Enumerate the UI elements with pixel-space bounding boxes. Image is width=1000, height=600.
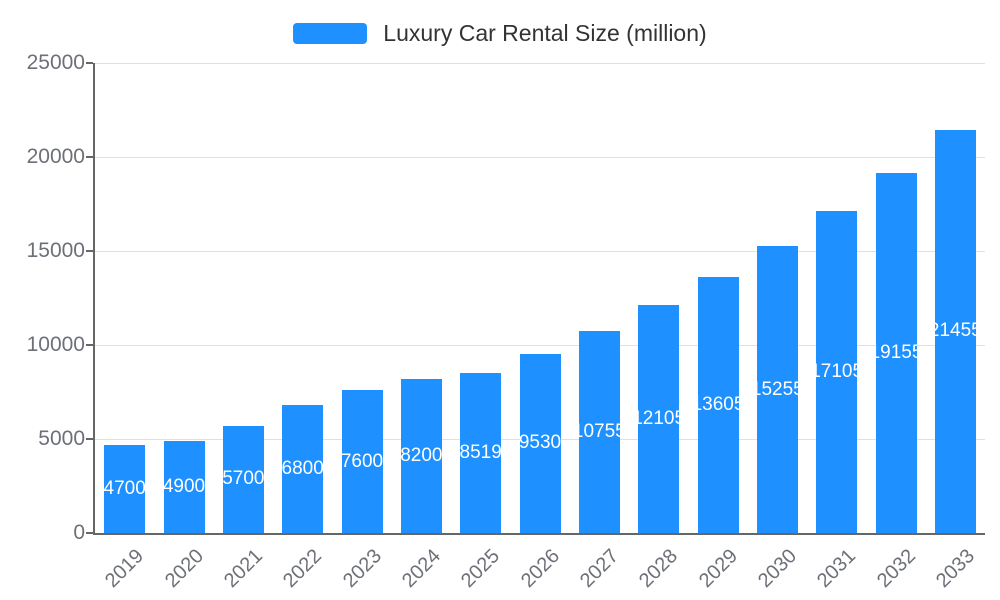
x-axis-tick-label-2025: 2025 [457, 545, 505, 593]
bar-2023[interactable]: 7600 [341, 390, 383, 533]
bar-value-label: 8200 [400, 444, 442, 466]
bar-value-label: 4900 [163, 475, 205, 497]
bar-2033[interactable]: 21455 [934, 129, 976, 533]
y-axis-tick-label: 15000 [26, 239, 85, 262]
chart-legend[interactable]: Luxury Car Rental Size (million) [0, 20, 1000, 47]
bar-2026[interactable]: 9530 [519, 353, 561, 533]
bar-value-label: 17105 [816, 361, 857, 383]
bar-value-label: 4700 [104, 477, 146, 499]
y-axis-tick-label: 20000 [26, 145, 85, 168]
bar-2025[interactable]: 8519 [460, 372, 502, 533]
plot-area: 4700 4900 5700 6800 7600 8200 8519 9530 10755 121… [93, 63, 985, 535]
gridline [95, 345, 985, 346]
bar-value-label: 9530 [519, 432, 561, 454]
bar-value-label: 6800 [282, 458, 324, 480]
bar-value-label: 10755 [579, 420, 620, 442]
x-axis-tick-label-2030: 2030 [753, 545, 801, 593]
bar-2032[interactable]: 19155 [875, 172, 917, 533]
x-axis-tick-label-2033: 2033 [931, 545, 979, 593]
y-axis-tick [86, 250, 93, 252]
bar-2024[interactable]: 8200 [400, 378, 442, 533]
gridline [95, 63, 985, 64]
x-axis-tick-label-2023: 2023 [338, 545, 386, 593]
gridline [95, 251, 985, 252]
bar-2021[interactable]: 5700 [222, 425, 264, 533]
x-axis-line [93, 533, 985, 535]
x-axis-tick-label-2026: 2026 [516, 545, 564, 593]
bar-value-label: 12105 [638, 408, 679, 430]
x-axis-tick-label-2024: 2024 [397, 545, 445, 593]
bar-2027[interactable]: 10755 [578, 330, 620, 533]
x-axis-tick-label-2019: 2019 [101, 545, 149, 593]
bar-2020[interactable]: 4900 [163, 440, 205, 533]
x-axis-tick-label-2021: 2021 [219, 545, 267, 593]
bar-2028[interactable]: 12105 [638, 305, 680, 533]
x-axis-tick-label-2028: 2028 [635, 545, 683, 593]
y-axis-tick [86, 156, 93, 158]
x-axis-tick-label-2031: 2031 [813, 545, 861, 593]
y-axis-tick-label: 25000 [26, 51, 85, 74]
bar-value-label: 15255 [757, 378, 798, 400]
y-axis-line [93, 63, 95, 535]
y-axis-tick [86, 532, 93, 534]
bar-2019[interactable]: 4700 [104, 444, 146, 533]
gridline [95, 157, 985, 158]
y-axis-tick [86, 344, 93, 346]
x-axis-tick-label-2020: 2020 [160, 545, 208, 593]
y-axis-tick [86, 62, 93, 64]
bar-value-label: 19155 [876, 341, 917, 363]
legend-swatch-icon [293, 23, 368, 44]
bar-value-label: 8519 [460, 441, 502, 463]
x-axis-tick-label-2032: 2032 [872, 545, 920, 593]
bar-2029[interactable]: 13605 [697, 277, 739, 533]
x-axis-tick-label-2022: 2022 [279, 545, 327, 593]
bar-2030[interactable]: 15255 [756, 246, 798, 533]
bar-value-label: 21455 [935, 320, 976, 342]
bar-2022[interactable]: 6800 [282, 405, 324, 533]
bar-value-label: 7600 [341, 450, 383, 472]
x-axis-tick-label-2027: 2027 [575, 545, 623, 593]
bar-value-label: 5700 [222, 468, 264, 490]
bar-2031[interactable]: 17105 [816, 211, 858, 533]
x-axis-tick-label-2029: 2029 [694, 545, 742, 593]
y-axis-tick [86, 438, 93, 440]
y-axis-tick-label: 5000 [38, 427, 85, 450]
bar-value-label: 13605 [698, 394, 739, 416]
legend-label: Luxury Car Rental Size (million) [383, 20, 707, 46]
y-axis-tick-label: 0 [73, 521, 85, 544]
y-axis-tick-label: 10000 [26, 333, 85, 356]
